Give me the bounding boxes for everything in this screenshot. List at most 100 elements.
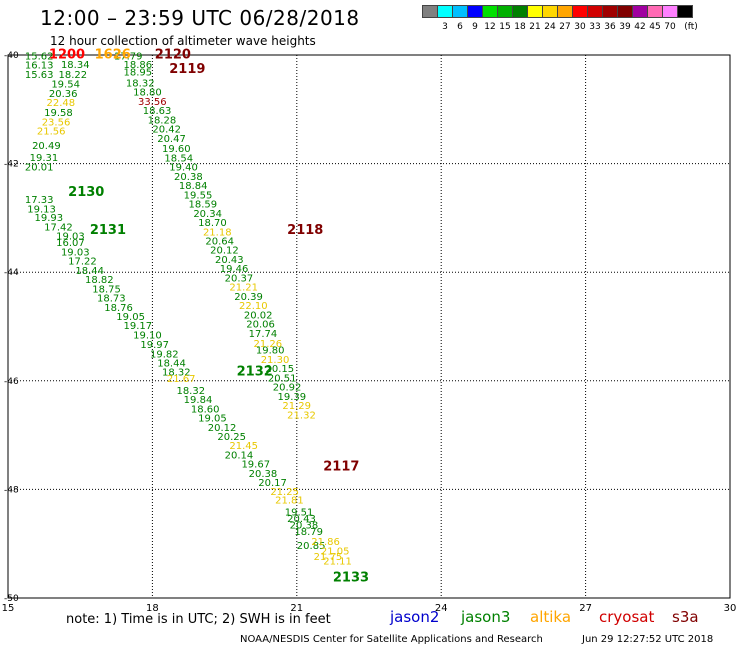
wave-height-reading: 18.32 <box>176 386 205 397</box>
wave-height-reading: 20.37 <box>225 273 254 284</box>
legend-unit: (ft) <box>684 22 698 32</box>
legend-label: 3 <box>442 22 448 32</box>
wave-height-reading: 17.33 <box>25 195 54 206</box>
wave-height-reading: 18.44 <box>157 359 186 370</box>
legend-label: 24 <box>544 22 556 32</box>
wave-height-reading: 22.48 <box>47 98 76 109</box>
x-tick-label: 15 <box>2 603 15 614</box>
wave-height-reading: 21.86 <box>311 537 340 548</box>
pass-time-label: 1200 <box>49 47 85 62</box>
y-tick-label: -44 <box>4 268 19 278</box>
legend-label: 21 <box>529 22 541 32</box>
pass-time-label: 2133 <box>333 571 369 586</box>
wave-height-reading: 20.43 <box>215 255 244 266</box>
wave-height-reading: 18.34 <box>61 60 90 71</box>
legend-label: 42 <box>634 22 646 32</box>
wave-height-reading: 19.80 <box>256 346 285 357</box>
wave-height-reading: 18.86 <box>124 60 153 71</box>
wave-height-reading: 19.67 <box>241 460 270 471</box>
legend-label: 36 <box>604 22 616 32</box>
wave-height-reading: 20.92 <box>273 383 302 394</box>
wave-height-reading: 19.54 <box>51 80 80 91</box>
legend-label: 30 <box>574 22 586 32</box>
wave-height-reading: 20.85 <box>297 541 326 552</box>
x-tick-label: 21 <box>290 603 303 614</box>
wave-height-reading: 20.17 <box>258 478 287 489</box>
wave-height-reading: 19.93 <box>34 213 63 224</box>
wave-height-reading: 18.84 <box>179 181 208 192</box>
legend-label: 9 <box>472 22 478 32</box>
legend-label: 45 <box>649 22 661 32</box>
legend-labels: 3 6 9 12 15 18 21 24 27 30 33 36 39 42 45 70 (ft) <box>422 22 740 36</box>
satellite-label-cryosat: cryosat <box>599 608 655 626</box>
wave-height-reading: 20.43 <box>287 514 316 525</box>
wave-height-reading: 21.30 <box>261 355 290 366</box>
legend-swatch <box>677 5 693 18</box>
pass-time-label: 2118 <box>287 223 323 238</box>
wave-height-reading: 19.51 <box>285 507 314 518</box>
y-tick-label: -42 <box>4 160 19 170</box>
wave-height-reading: 21.56 <box>37 126 66 137</box>
legend-label: 18 <box>514 22 526 32</box>
wave-height-reading: 18.32 <box>126 78 155 89</box>
page-title: 12:00 – 23:59 UTC 06/28/2018 <box>40 6 360 30</box>
wave-height-reading: 18.59 <box>189 200 218 211</box>
y-tick-label: -40 <box>4 51 19 61</box>
wave-height-reading: 19.84 <box>184 395 213 406</box>
map-frame <box>7 54 731 599</box>
wave-height-reading: 21.26 <box>253 339 282 350</box>
credit-line: NOAA/NESDIS Center for Satellite Applica… <box>240 634 543 645</box>
wave-height-reading: 18.70 <box>198 218 227 229</box>
wave-height-reading: 20.14 <box>225 450 254 461</box>
wave-height-reading: 19.58 <box>44 108 73 119</box>
pass-time-label: 2130 <box>68 185 104 200</box>
legend-label: 12 <box>484 22 496 32</box>
pass-time-label: 2119 <box>169 62 205 77</box>
wave-height-reading: 19.03 <box>61 247 90 258</box>
legend-label: 33 <box>589 22 601 32</box>
y-tick-label: -50 <box>4 594 19 604</box>
pass-time-label: 2132 <box>237 364 273 379</box>
wave-height-reading: 18.63 <box>143 106 172 117</box>
generation-timestamp: Jun 29 12:27:52 UTC 2018 <box>582 634 714 645</box>
wave-height-reading: 23.56 <box>42 118 71 129</box>
wave-height-reading: 22.10 <box>239 301 268 312</box>
wave-height-reading: 18.44 <box>75 266 104 277</box>
wave-height-reading: 18.32 <box>162 367 191 378</box>
legend-label: 39 <box>619 22 631 32</box>
wave-height-reading: 19.39 <box>278 392 307 403</box>
wave-height-reading: 18.76 <box>104 303 133 314</box>
y-tick-label: -48 <box>4 485 19 495</box>
wave-height-reading: 20.25 <box>217 432 246 443</box>
wave-height-reading: 17.42 <box>44 222 73 233</box>
wave-height-reading: 18.95 <box>124 68 153 79</box>
wave-height-reading: 20.38 <box>174 172 203 183</box>
wave-height-reading: 18.75 <box>92 284 121 295</box>
legend-label: 15 <box>499 22 511 32</box>
y-tick-label: -46 <box>4 377 19 387</box>
wave-height-reading: 20.39 <box>234 292 263 303</box>
x-tick-label: 24 <box>435 603 448 614</box>
wave-height-reading: 17.74 <box>249 329 278 340</box>
wave-height-reading: 19.05 <box>116 312 145 323</box>
pass-time-label: 2131 <box>90 223 126 238</box>
satellite-label-s3a: s3a <box>672 608 699 626</box>
wave-height-reading: 20.34 <box>193 209 222 220</box>
wave-height-reading: 19.97 <box>140 340 169 351</box>
legend-swatches <box>422 5 693 18</box>
wave-height-reading: 21.11 <box>323 556 352 567</box>
page-subtitle: 12 hour collection of altimeter wave hei… <box>50 34 316 48</box>
wave-height-reading: 16.07 <box>56 238 85 249</box>
wave-height-reading: 21.29 <box>282 401 311 412</box>
wave-height-reading: 18.22 <box>59 70 88 81</box>
wave-height-reading: 16.13 <box>25 61 54 72</box>
wave-height-reading: 20.01 <box>25 163 54 174</box>
wave-height-reading: 19.31 <box>30 153 59 164</box>
wave-height-reading: 19.40 <box>169 163 198 174</box>
x-tick-label: 27 <box>579 603 592 614</box>
footnote: note: 1) Time is in UTC; 2) SWH is in fe… <box>66 612 331 627</box>
wave-height-reading: 33.56 <box>138 97 167 108</box>
wave-height-reading: 19.60 <box>162 144 191 155</box>
legend-label: 6 <box>457 22 463 32</box>
